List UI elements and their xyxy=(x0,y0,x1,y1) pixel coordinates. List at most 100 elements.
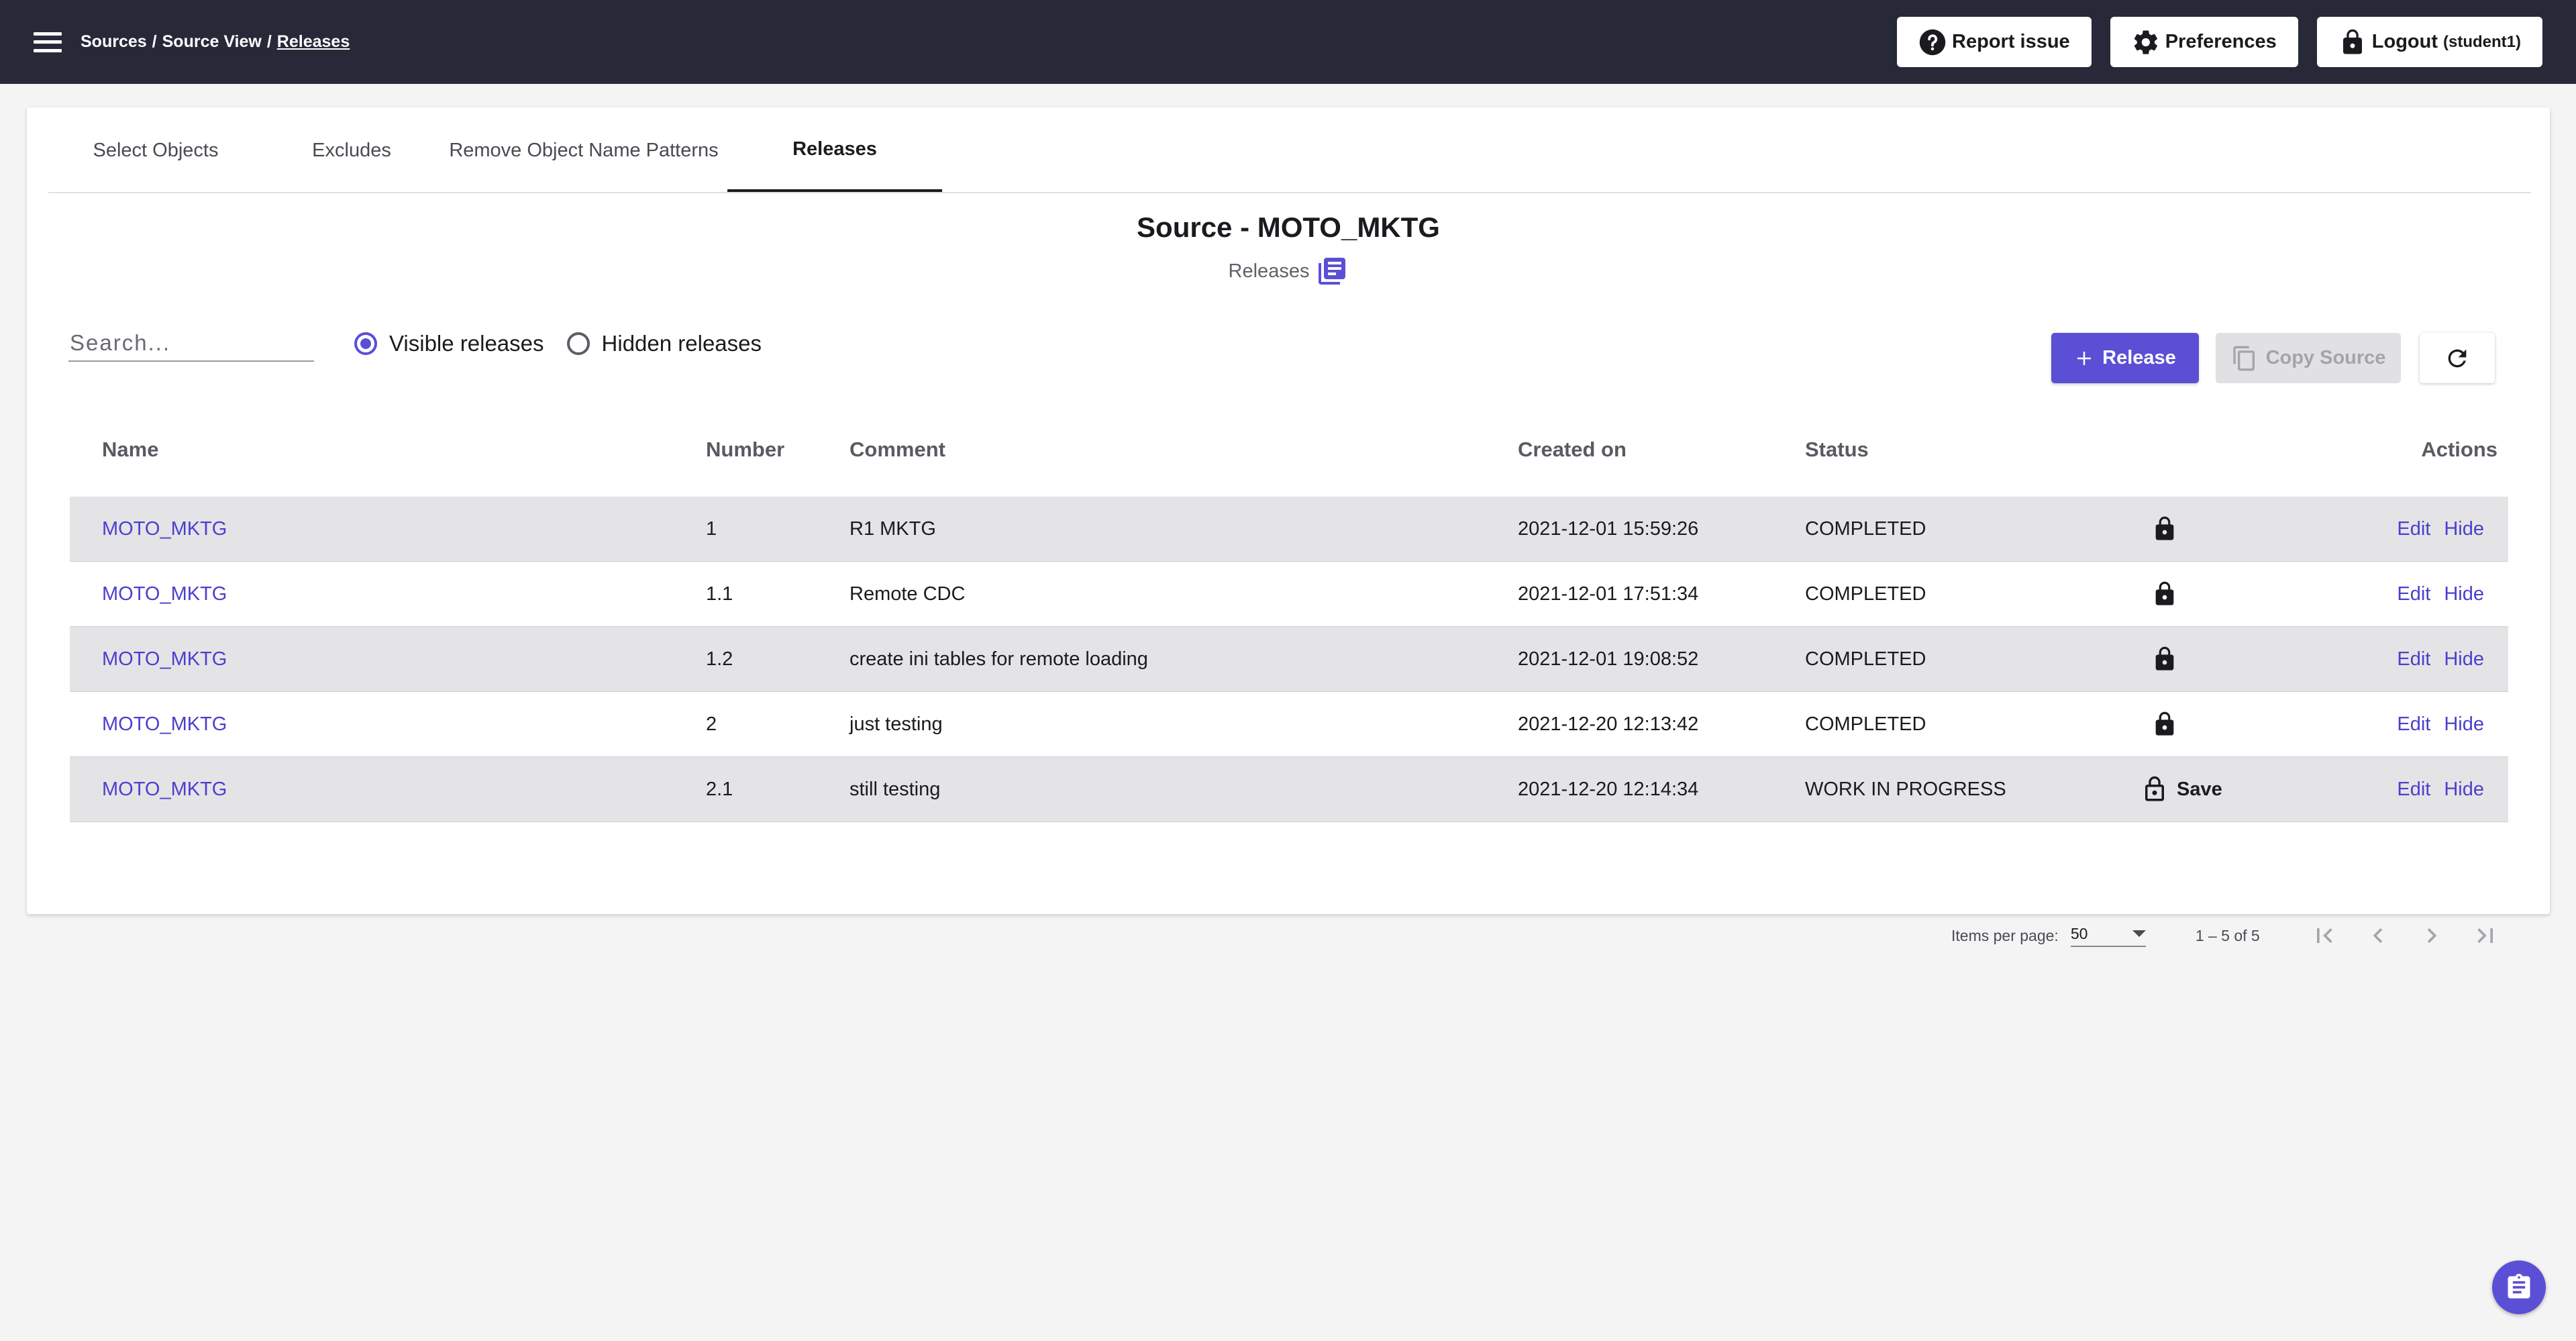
release-status: WORK IN PROGRESS xyxy=(1805,778,2006,800)
lock-icon xyxy=(2342,29,2362,54)
releases-table: Name Number Comment Created on Status Ac… xyxy=(70,403,2508,822)
tab-remove-object-name-patterns[interactable]: Remove Object Name Patterns xyxy=(449,139,719,161)
breadcrumb-current[interactable]: Releases xyxy=(276,32,350,51)
edit-release-link[interactable]: Edit xyxy=(2397,778,2431,800)
release-comment: still testing xyxy=(849,778,941,800)
release-name-link[interactable]: MOTO_MKTG xyxy=(102,648,227,670)
release-created-on: 2021-12-20 12:13:42 xyxy=(1518,713,1699,735)
copy-source-button[interactable]: Copy Source xyxy=(2216,333,2401,383)
table-row: MOTO_MKTG 1 R1 MKTG 2021-12-01 15:59:26 … xyxy=(70,497,2508,562)
table-row: MOTO_MKTG 2.1 still testing 2021-12-20 1… xyxy=(70,757,2508,822)
release-number: 2.1 xyxy=(706,778,733,800)
release-created-on: 2021-12-01 19:08:52 xyxy=(1518,648,1699,670)
paginator: Items per page: 50 1 – 5 of 5 xyxy=(1951,921,2500,950)
visible-releases-radio[interactable]: Visible releases xyxy=(354,331,544,356)
copy-source-label: Copy Source xyxy=(2265,347,2386,368)
release-number: 1.2 xyxy=(706,648,733,670)
hide-release-link[interactable]: Hide xyxy=(2444,713,2484,735)
table-row: MOTO_MKTG 1.1 Remote CDC 2021-12-01 17:5… xyxy=(70,562,2508,627)
page-subtitle-label: Releases xyxy=(1228,260,1310,282)
release-number: 1.1 xyxy=(706,583,733,605)
release-created-on: 2021-12-20 12:14:34 xyxy=(1518,778,1699,800)
hide-release-link[interactable]: Hide xyxy=(2444,648,2484,670)
release-comment: Remote CDC xyxy=(849,583,966,605)
tab-excludes[interactable]: Excludes xyxy=(312,139,391,161)
preferences-label: Preferences xyxy=(2165,31,2277,52)
report-issue-label: Report issue xyxy=(1952,31,2070,52)
plus-icon xyxy=(2077,351,2092,365)
logout-user: (student1) xyxy=(2443,32,2521,51)
save-release-button[interactable]: Save xyxy=(2141,774,2248,805)
first-page-icon[interactable] xyxy=(2310,921,2339,950)
page-range-label: 1 – 5 of 5 xyxy=(2195,926,2260,944)
visible-releases-label: Visible releases xyxy=(389,331,544,356)
release-name-link[interactable]: MOTO_MKTG xyxy=(102,778,227,800)
release-comment: create ini tables for remote loading xyxy=(849,648,1148,670)
hidden-releases-radio[interactable]: Hidden releases xyxy=(566,331,762,356)
column-header-created-on[interactable]: Created on xyxy=(1518,438,1627,461)
breadcrumb-separator: / xyxy=(152,32,157,51)
release-visibility-filter: Visible releases Hidden releases xyxy=(354,331,762,356)
edit-release-link[interactable]: Edit xyxy=(2397,713,2431,735)
report-issue-button[interactable]: Report issue xyxy=(1897,17,2092,67)
lock-icon xyxy=(2155,646,2174,670)
column-header-number[interactable]: Number xyxy=(706,438,785,461)
edit-release-link[interactable]: Edit xyxy=(2397,648,2431,670)
page-subtitle: Releases xyxy=(27,255,2550,287)
release-status: COMPLETED xyxy=(1805,648,1926,670)
table-row: MOTO_MKTG 2 just testing 2021-12-20 12:1… xyxy=(70,692,2508,757)
radio-unchecked-icon xyxy=(566,332,590,355)
tab-releases[interactable]: Releases xyxy=(727,109,942,192)
copy-icon xyxy=(2232,346,2255,370)
chevron-right-icon[interactable] xyxy=(2417,921,2446,950)
hide-release-link[interactable]: Hide xyxy=(2444,778,2484,800)
release-status: COMPLETED xyxy=(1805,517,1926,540)
page-title: Source - MOTO_MKTG xyxy=(1137,211,1440,243)
release-status: COMPLETED xyxy=(1805,583,1926,605)
release-number: 1 xyxy=(706,517,717,540)
release-status: COMPLETED xyxy=(1805,713,1926,735)
breadcrumb-source-view[interactable]: Source View xyxy=(162,32,262,51)
column-header-comment[interactable]: Comment xyxy=(849,438,945,461)
items-per-page-label: Items per page: xyxy=(1951,926,2059,944)
top-app-bar: Sources / Source View / Releases Report … xyxy=(0,0,2576,84)
lock-icon xyxy=(2155,516,2174,540)
gear-icon xyxy=(2134,30,2157,54)
table-row: MOTO_MKTG 1.2 create ini tables for remo… xyxy=(70,627,2508,692)
releases-card: Select Objects Excludes Remove Object Na… xyxy=(27,107,2550,947)
release-name-link[interactable]: MOTO_MKTG xyxy=(102,517,227,540)
search-input[interactable] xyxy=(68,326,314,362)
dropdown-arrow-icon xyxy=(2132,930,2146,937)
table-header: Name Number Comment Created on Status Ac… xyxy=(70,403,2508,497)
library-books-icon xyxy=(1319,258,1346,285)
release-name-link[interactable]: MOTO_MKTG xyxy=(102,583,227,605)
lock-open-icon xyxy=(2145,776,2164,801)
radio-checked-icon xyxy=(354,332,377,355)
column-header-actions: Actions xyxy=(2421,438,2497,461)
column-header-status[interactable]: Status xyxy=(1805,438,1869,461)
lock-icon xyxy=(2155,711,2174,736)
release-number: 2 xyxy=(706,713,717,735)
chevron-left-icon[interactable] xyxy=(2363,921,2393,950)
tab-bar: Select Objects Excludes Remove Object Na… xyxy=(48,107,2531,193)
logout-button[interactable]: Logout (student1) xyxy=(2316,17,2542,67)
tab-select-objects[interactable]: Select Objects xyxy=(93,139,219,161)
help-circle-icon xyxy=(1919,29,1946,55)
items-per-page-select[interactable]: 50 xyxy=(2070,925,2146,947)
last-page-icon[interactable] xyxy=(2471,921,2500,950)
hide-release-link[interactable]: Hide xyxy=(2444,583,2484,605)
hide-release-link[interactable]: Hide xyxy=(2444,517,2484,540)
add-release-button[interactable]: Release xyxy=(2051,333,2199,383)
notes-fab-button[interactable] xyxy=(2492,1260,2546,1314)
refresh-button[interactable] xyxy=(2420,333,2495,383)
logout-label: Logout xyxy=(2371,31,2438,52)
edit-release-link[interactable]: Edit xyxy=(2397,517,2431,540)
breadcrumb-sources[interactable]: Sources xyxy=(81,32,147,51)
release-name-link[interactable]: MOTO_MKTG xyxy=(102,713,227,735)
lock-icon xyxy=(2155,581,2174,605)
edit-release-link[interactable]: Edit xyxy=(2397,583,2431,605)
menu-icon[interactable] xyxy=(34,32,62,52)
preferences-button[interactable]: Preferences xyxy=(2110,17,2298,67)
column-header-name[interactable]: Name xyxy=(102,438,159,461)
release-comment: just testing xyxy=(849,713,943,735)
